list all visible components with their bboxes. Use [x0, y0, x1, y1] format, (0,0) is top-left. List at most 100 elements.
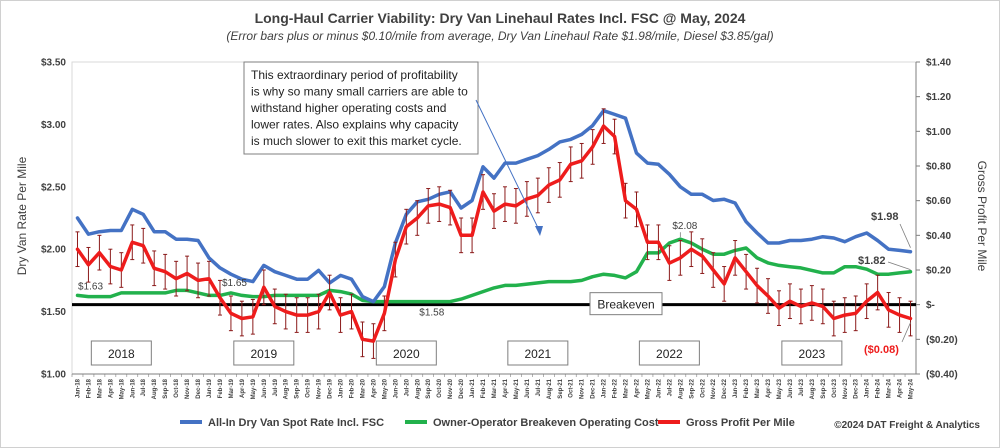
- x-tick-label: Aug-23: [810, 378, 816, 399]
- legend-label: Owner-Operator Breakeven Operating Cost: [433, 417, 659, 429]
- x-tick-label: Aug-21: [547, 378, 553, 399]
- y-right-tick-label: ($0.40): [926, 370, 958, 381]
- x-tick-label: Sep-20: [426, 378, 432, 398]
- y-right-tick-label: $0.80: [926, 162, 951, 173]
- y-axis-right-title: Gross Profit Per Mile: [975, 161, 989, 272]
- x-tick-label: Mar-20: [360, 378, 366, 398]
- x-tick-label: Jul-23: [799, 378, 805, 396]
- y-right-tick-label: $0.40: [926, 231, 951, 242]
- x-tick-label: May-23: [777, 378, 783, 399]
- x-tick-label: Apr-22: [634, 378, 640, 398]
- x-tick-label: Jul-20: [404, 378, 410, 396]
- x-tick-label: Jun-21: [525, 378, 531, 398]
- x-tick-label: May-24: [909, 378, 915, 399]
- x-tick-label: Aug-22: [678, 378, 684, 399]
- breakeven-label: Breakeven: [597, 298, 654, 312]
- year-box: [507, 340, 569, 366]
- x-tick-label: Sep-22: [689, 378, 695, 398]
- x-tick-label: May-18: [119, 378, 125, 399]
- y-left-tick-label: $3.00: [41, 120, 66, 131]
- x-tick-label: Apr-21: [503, 378, 509, 398]
- x-tick-label: Jun-19: [262, 378, 268, 398]
- x-tick-label: Feb-20: [350, 378, 356, 398]
- x-tick-label: Feb-18: [86, 378, 92, 398]
- x-tick-label: Jul-19: [273, 378, 279, 396]
- x-tick-label: Apr-19: [240, 378, 246, 398]
- y-axis-left-title: Dry Van Rate Per Mile: [15, 156, 29, 275]
- x-tick-label: Aug-18: [152, 378, 158, 399]
- x-tick-label: Dec-20: [459, 378, 465, 398]
- data-label-green-2019: $1.65: [222, 278, 247, 289]
- x-tick-label: Jan-22: [602, 378, 608, 398]
- x-tick-label: Oct-21: [569, 378, 575, 397]
- annotation-line: lower rates. Also explains why capacity: [251, 118, 458, 132]
- annotation-arrow-line: [475, 99, 541, 233]
- year-box: [781, 340, 843, 366]
- x-tick-label: Mar-21: [492, 378, 498, 398]
- leader-line: [899, 223, 911, 248]
- y-right-tick-label: $1.40: [926, 58, 951, 69]
- x-tick-label: Jan-23: [733, 378, 739, 398]
- x-tick-label: Oct-20: [437, 378, 443, 397]
- year-label: 2022: [656, 347, 683, 361]
- x-tick-label: Nov-23: [843, 378, 849, 399]
- x-tick-label: Dec-19: [328, 378, 334, 398]
- data-label-green-2018: $1.63: [78, 281, 103, 292]
- annotation-line: is why so many small carriers are able t…: [251, 85, 468, 99]
- legend-label: All-In Dry Van Spot Rate Incl. FSC: [208, 417, 384, 429]
- x-tick-label: Sep-18: [163, 378, 169, 398]
- year-box: [375, 340, 437, 366]
- annotation-line: withstand higher operating costs and: [250, 101, 446, 115]
- year-label: 2019: [250, 347, 277, 361]
- y-right-tick-label: $1.00: [926, 127, 951, 138]
- x-tick-label: Oct-19: [306, 378, 312, 397]
- x-tick-label: Jan-21: [470, 378, 476, 398]
- x-tick-label: May-20: [382, 378, 388, 399]
- x-tick-label: Feb-21: [481, 378, 487, 398]
- x-tick-label: Nov-22: [711, 378, 717, 399]
- year-label: 2023: [799, 347, 826, 361]
- x-tick-label: Jan-19: [207, 378, 213, 398]
- y-left-tick-label: $1.00: [41, 370, 66, 381]
- x-tick-label: Aug-19: [284, 378, 290, 399]
- x-tick-label: Jul-21: [536, 378, 542, 396]
- y-left-tick-label: $2.00: [41, 245, 66, 256]
- year-label: 2018: [108, 347, 135, 361]
- series-line-spot-rate: [75, 108, 913, 304]
- x-tick-label: Dec-18: [196, 378, 202, 398]
- x-tick-label: Nov-20: [448, 378, 454, 399]
- x-tick-label: Feb-23: [744, 378, 750, 398]
- x-tick-label: Mar-22: [624, 378, 630, 398]
- x-tick-label: Nov-19: [317, 378, 323, 399]
- y-right-tick-label: $1.20: [926, 92, 951, 103]
- chart-title: Long-Haul Carrier Viability: Dry Van Lin…: [255, 10, 746, 26]
- legend-label: Gross Profit Per Mile: [686, 417, 795, 429]
- y-left-tick-label: $3.50: [41, 58, 66, 69]
- leader-line: [887, 261, 911, 271]
- y-right-tick-label: $0.60: [926, 196, 951, 207]
- x-tick-label: Jul-22: [667, 378, 673, 396]
- leader-line: [901, 322, 911, 343]
- x-tick-label: Jun-20: [393, 378, 399, 398]
- x-tick-label: May-22: [645, 378, 651, 399]
- x-tick-label: Jun-23: [788, 378, 794, 398]
- y-left-tick-label: $1.50: [41, 307, 66, 318]
- x-tick-label: Nov-21: [580, 378, 586, 399]
- x-tick-label: Mar-18: [97, 378, 103, 398]
- breakeven-label-box: [589, 292, 663, 316]
- x-tick-label: Oct-23: [832, 378, 838, 397]
- data-label-green-2020: $1.58: [419, 308, 444, 319]
- x-tick-label: Mar-24: [887, 378, 893, 398]
- x-tick-label: Dec-21: [591, 378, 597, 398]
- plot-area: $1.00 $1.50 $2.00 $2.50 $3.00 $3.50 ($0.40) ($0…: [41, 58, 958, 430]
- x-tick-label: May-19: [251, 378, 257, 399]
- x-tick-label: Apr-24: [898, 378, 904, 398]
- series-line-breakeven-cost: [75, 237, 913, 304]
- data-label-spot-rate-last: $1.98: [871, 211, 899, 223]
- year-box: [638, 340, 700, 366]
- x-tick-label: Feb-22: [613, 378, 619, 398]
- x-tick-label: Dec-23: [854, 378, 860, 398]
- x-tick-label: Jan-18: [75, 378, 81, 398]
- x-tick-label: Jun-22: [656, 378, 662, 398]
- y-right-tick-label: $-: [926, 300, 935, 311]
